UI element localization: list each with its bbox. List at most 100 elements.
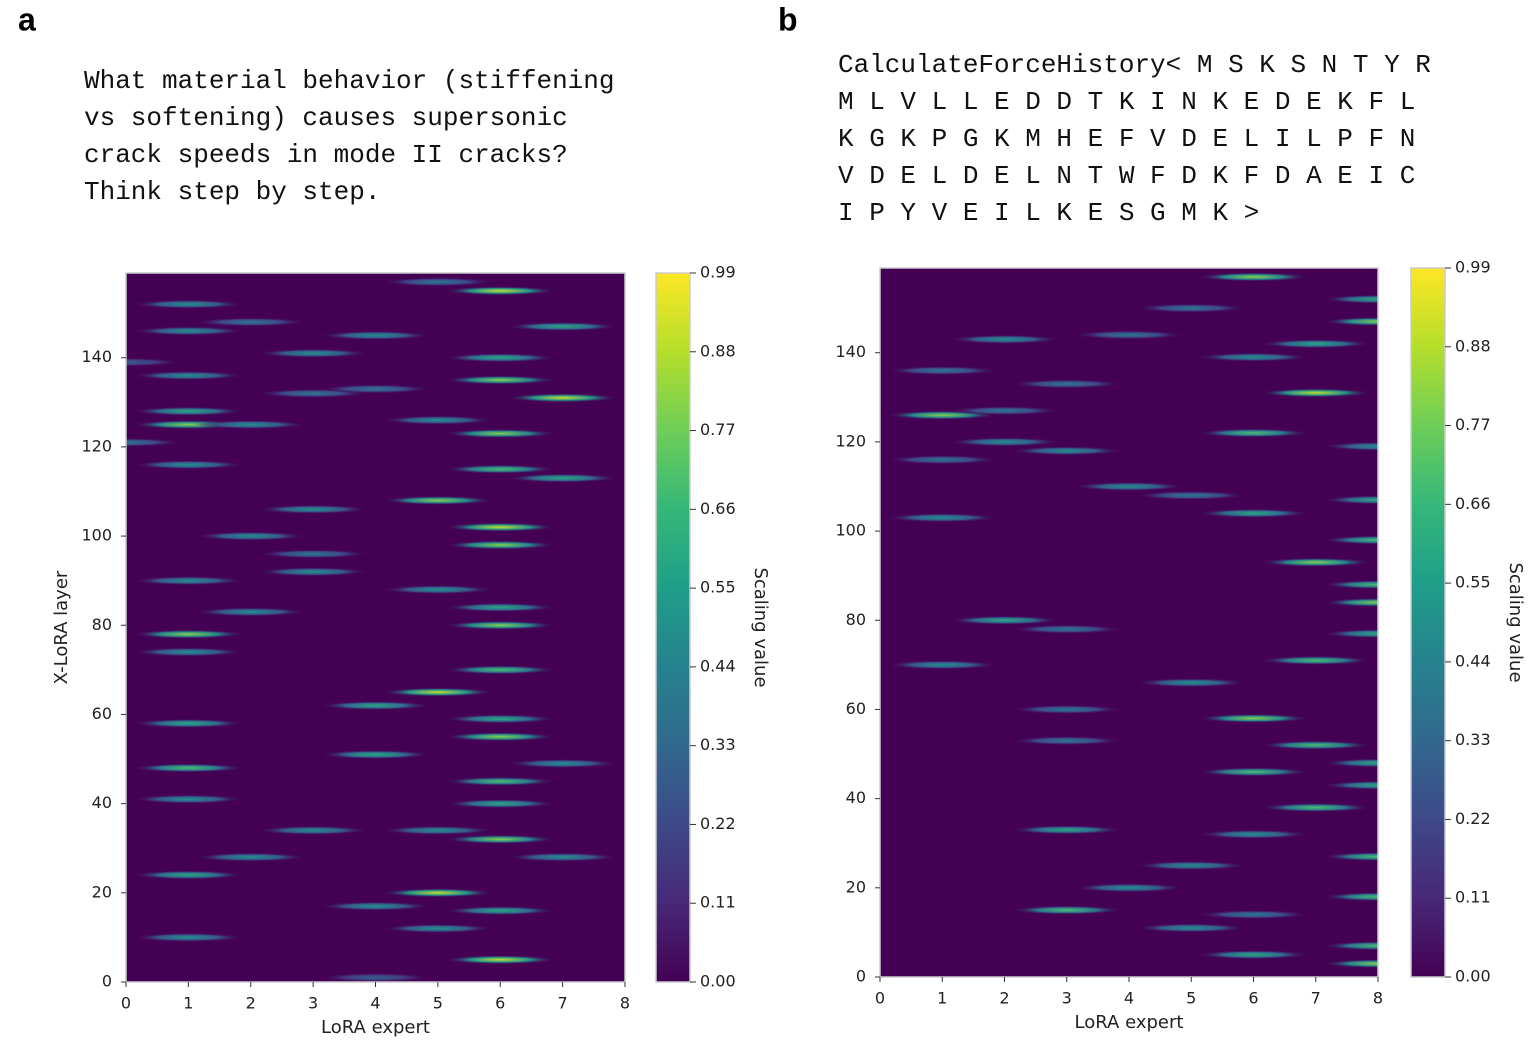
heat-blob (132, 371, 245, 381)
colorbar-tick-label: 0.33 (1455, 730, 1491, 749)
heat-blob (1072, 481, 1186, 491)
colorbar-label: Scaling value (1505, 562, 1526, 682)
heat-blob (444, 665, 557, 675)
heat-blob (132, 718, 245, 728)
panel-label: b (778, 1, 798, 37)
heat-blob (506, 393, 619, 403)
y-tick-label: 20 (92, 882, 112, 901)
x-tick-label: 6 (1248, 989, 1258, 1008)
heat-blob (444, 955, 557, 965)
heat-blob (1259, 803, 1372, 813)
heat-blob (444, 906, 557, 916)
heatmap-cells (126, 277, 619, 982)
heat-blob (319, 330, 432, 340)
heat-blob (444, 286, 557, 296)
heat-blob (126, 357, 183, 367)
heat-blob (194, 317, 307, 327)
colorbar-tick-label: 0.44 (700, 656, 736, 675)
x-tick-label: 1 (183, 994, 193, 1013)
heat-blob (381, 277, 495, 287)
x-tick-label: 7 (1311, 989, 1321, 1008)
colorbar-tick-label: 0.00 (700, 972, 736, 991)
y-tick-label: 120 (81, 436, 112, 455)
heat-blob (1197, 829, 1310, 839)
y-axis-label: X-LoRA layer (51, 570, 72, 684)
colorbar-tick-label: 0.55 (700, 578, 736, 597)
heat-blob (1197, 713, 1310, 723)
heat-blob (1321, 780, 1378, 790)
heat-blob (1072, 883, 1186, 893)
x-tick-label: 5 (433, 994, 443, 1013)
x-tick-label: 2 (246, 994, 256, 1013)
colorbar (1411, 268, 1445, 977)
heat-blob (256, 504, 370, 514)
y-tick-label: 120 (835, 431, 866, 450)
prompt-line: K G K P G K M H E F V D E L I L P F N (838, 124, 1415, 154)
heat-blob (1259, 339, 1372, 349)
heat-blob (381, 495, 495, 505)
heat-blob (1321, 959, 1378, 969)
heat-blob (132, 406, 245, 416)
heat-blob (1259, 557, 1372, 567)
x-tick-label: 4 (370, 994, 380, 1013)
heat-blob (381, 825, 495, 835)
prompt-line: Think step by step. (84, 177, 380, 207)
heat-blob (381, 888, 495, 898)
y-tick-label: 140 (81, 347, 112, 366)
heat-blob (194, 531, 307, 541)
y-tick-label: 80 (92, 615, 112, 634)
colorbar-frame (655, 272, 691, 983)
heat-blob (506, 322, 619, 332)
heat-blob (132, 794, 245, 804)
colorbar-tick-label: 0.99 (700, 263, 736, 282)
heat-blob (194, 607, 307, 617)
colorbar-tick-label: 0.66 (700, 499, 736, 518)
heat-blob (1321, 892, 1378, 902)
colorbar-tick-label: 0.77 (1455, 415, 1491, 434)
prompt-line: What material behavior (stiffening (84, 66, 615, 96)
x-tick-label: 7 (558, 994, 568, 1013)
heat-blob (886, 455, 999, 465)
heat-blob (1010, 825, 1123, 835)
heat-blob (1321, 580, 1378, 590)
heatmap-cells (886, 272, 1378, 969)
heat-blob (132, 299, 245, 309)
heat-blob (1321, 441, 1378, 451)
heat-blob (444, 464, 557, 474)
heat-blob (1010, 379, 1123, 389)
heat-blob (444, 834, 557, 844)
heat-blob (381, 415, 495, 425)
heat-blob (886, 660, 999, 670)
colorbar-tick-label: 0.11 (700, 893, 736, 912)
heat-blob (256, 348, 370, 358)
heat-blob (1321, 495, 1378, 505)
heat-blob (132, 326, 245, 336)
colorbar-tick-label: 0.00 (1455, 967, 1491, 986)
heat-blob (1321, 317, 1378, 327)
heat-blob (1197, 508, 1310, 518)
heat-blob (1010, 704, 1123, 714)
y-tick-label: 60 (846, 699, 866, 718)
heat-blob (444, 540, 557, 550)
heat-blob (256, 825, 370, 835)
heat-blob (1321, 294, 1378, 304)
heat-blob (194, 420, 307, 430)
heat-blob (948, 406, 1061, 416)
heat-blob (444, 620, 557, 630)
y-tick-label: 40 (92, 793, 112, 812)
y-tick-label: 80 (846, 610, 866, 629)
heat-blob (948, 334, 1061, 344)
heat-blob (1010, 905, 1123, 915)
heat-blob (1135, 490, 1248, 500)
colorbar-tick-label: 0.22 (700, 814, 736, 833)
colorbar (656, 273, 690, 982)
heat-blob (1321, 597, 1378, 607)
heat-blob (132, 460, 245, 470)
heat-blob (1197, 950, 1310, 960)
heat-blob (1010, 446, 1123, 456)
heat-blob (1321, 941, 1378, 951)
colorbar-tick-label: 0.44 (1455, 651, 1491, 670)
x-tick-label: 5 (1186, 989, 1196, 1008)
panel-label: a (18, 1, 36, 37)
heat-blob (1135, 678, 1248, 688)
